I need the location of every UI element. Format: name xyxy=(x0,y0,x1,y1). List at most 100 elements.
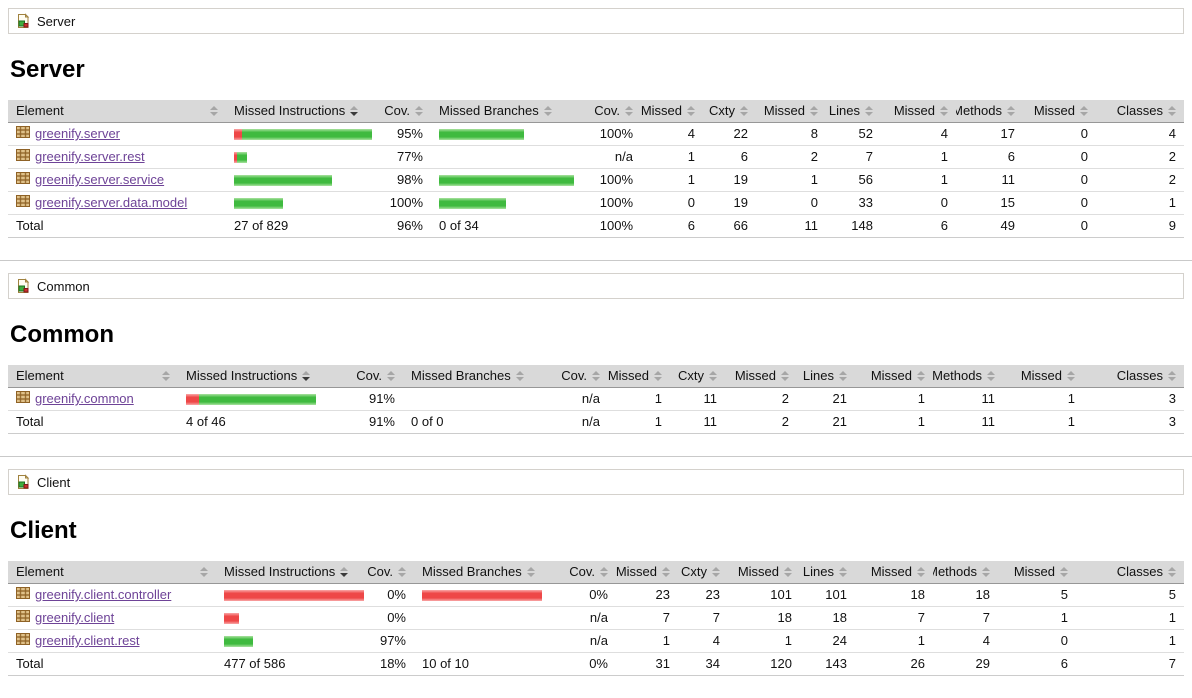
column-header-cxty[interactable]: Cxty xyxy=(703,100,756,123)
column-header-missed-branches[interactable]: Missed Branches xyxy=(431,100,586,123)
column-header-cov-[interactable]: Cov. xyxy=(553,365,608,388)
package-link[interactable]: greenify.server.service xyxy=(35,172,165,187)
sort-toggle-icon xyxy=(982,567,990,577)
sort-toggle-icon xyxy=(709,371,717,381)
column-header-cov-[interactable]: Cov. xyxy=(376,100,431,123)
column-header-missed[interactable]: Missed xyxy=(855,365,933,388)
total-branch-coverage-cell: n/a xyxy=(553,410,608,434)
column-header-missed[interactable]: Missed xyxy=(725,365,797,388)
metric-cell: 18 xyxy=(933,583,998,607)
column-header-missed[interactable]: Missed xyxy=(998,561,1076,584)
column-header-methods[interactable]: Methods xyxy=(956,100,1023,123)
column-header-content: Missed Instructions xyxy=(186,368,345,384)
column-header-content: Missed Instructions xyxy=(224,564,358,580)
column-header-cxty[interactable]: Cxty xyxy=(670,365,725,388)
sort-toggle-icon xyxy=(1168,106,1176,116)
bar-covered-segment xyxy=(439,174,574,186)
column-header-missed[interactable]: Missed xyxy=(1003,365,1083,388)
metric-cell: 19 xyxy=(703,191,756,215)
metric-cell: 0 xyxy=(1023,145,1096,169)
total-instruction-coverage-cell: 96% xyxy=(376,214,431,238)
total-instruction-coverage-cell: 18% xyxy=(366,652,414,676)
metric-cell: 101 xyxy=(800,583,855,607)
metric-cell: 1 xyxy=(855,629,933,653)
package-link[interactable]: greenify.server xyxy=(35,126,121,141)
element-cell: greenify.client.controller xyxy=(8,583,216,607)
element-cell: greenify.common xyxy=(8,387,178,411)
sort-toggle-icon xyxy=(987,371,995,381)
sort-desc-icon xyxy=(302,371,311,381)
package-link[interactable]: greenify.server.rest xyxy=(35,149,145,164)
column-header-missed[interactable]: Missed xyxy=(1023,100,1096,123)
column-label: Cxty xyxy=(709,103,735,118)
column-header-missed[interactable]: Missed xyxy=(855,561,933,584)
column-header-cov-[interactable]: Cov. xyxy=(353,365,403,388)
sort-toggle-icon xyxy=(398,567,406,577)
instruction-coverage-cell: 0% xyxy=(366,583,414,607)
total-instruction-coverage-cell: 91% xyxy=(353,410,403,434)
package-link[interactable]: greenify.client.rest xyxy=(35,633,140,648)
column-header-missed[interactable]: Missed xyxy=(756,100,826,123)
sort-toggle-icon xyxy=(1060,567,1068,577)
column-header-missed-instructions[interactable]: Missed Instructions xyxy=(178,365,353,388)
package-link[interactable]: greenify.client xyxy=(35,610,115,625)
coverage-bar xyxy=(411,394,553,405)
table-row: greenify.client.rest 97% n/a 1 4 1 24 1 4 0 1 xyxy=(8,629,1184,653)
column-header-cxty[interactable]: Cxty xyxy=(678,561,728,584)
column-header-missed-instructions[interactable]: Missed Instructions xyxy=(226,100,376,123)
column-header-content: Cxty xyxy=(709,103,748,119)
bar-covered-segment xyxy=(439,197,506,209)
column-header-content: Missed xyxy=(1006,564,1068,580)
column-header-classes[interactable]: Classes xyxy=(1096,100,1184,123)
column-header-cov-[interactable]: Cov. xyxy=(564,561,616,584)
branch-coverage-cell: n/a xyxy=(564,629,616,653)
column-header-missed-branches[interactable]: Missed Branches xyxy=(403,365,553,388)
missed-branches-bar-cell xyxy=(431,145,586,169)
column-header-missed-instructions[interactable]: Missed Instructions xyxy=(216,561,366,584)
missed-branches-bar-cell xyxy=(403,387,553,411)
column-header-lines[interactable]: Lines xyxy=(826,100,881,123)
column-label: Missed xyxy=(870,564,912,579)
coverage-table: Element Missed Instructions Cov. Missed Bra… xyxy=(8,100,1184,238)
sort-toggle-icon xyxy=(654,371,662,381)
metric-cell: 11 xyxy=(956,168,1023,192)
sort-toggle-icon xyxy=(387,371,395,381)
table-row: greenify.server.data.model 100% 100% 0 19 0 33… xyxy=(8,191,1184,215)
column-header-missed[interactable]: Missed xyxy=(641,100,703,123)
column-header-cov-[interactable]: Cov. xyxy=(366,561,414,584)
metric-cell: 18 xyxy=(800,606,855,630)
column-header-element[interactable]: Element xyxy=(8,561,216,584)
element-cell: greenify.server.service xyxy=(8,168,226,192)
column-header-missed-branches[interactable]: Missed Branches xyxy=(414,561,564,584)
report: Server Server Element Missed Instructions… xyxy=(0,8,1192,676)
column-header-lines[interactable]: Lines xyxy=(797,365,855,388)
column-header-classes[interactable]: Classes xyxy=(1083,365,1184,388)
column-header-methods[interactable]: Methods xyxy=(933,561,998,584)
column-header-classes[interactable]: Classes xyxy=(1076,561,1184,584)
column-header-content: Cov. xyxy=(569,564,608,580)
package-link[interactable]: greenify.server.data.model xyxy=(35,195,188,210)
column-label: Lines xyxy=(802,368,834,383)
coverage-bar xyxy=(186,393,331,405)
column-header-lines[interactable]: Lines xyxy=(800,561,855,584)
column-header-missed[interactable]: Missed xyxy=(728,561,800,584)
package-link[interactable]: greenify.client.controller xyxy=(35,587,172,602)
column-header-content: Missed xyxy=(1011,368,1075,384)
section-divider xyxy=(0,456,1192,457)
column-header-cov-[interactable]: Cov. xyxy=(586,100,641,123)
column-header-content: Lines xyxy=(803,564,847,580)
coverage-bar xyxy=(422,613,564,624)
column-header-missed[interactable]: Missed xyxy=(881,100,956,123)
package-link[interactable]: greenify.common xyxy=(35,391,134,406)
package-cell: greenify.client.rest xyxy=(16,633,208,649)
column-header-methods[interactable]: Methods xyxy=(933,365,1003,388)
column-header-element[interactable]: Element xyxy=(8,365,178,388)
total-branches-cell: 0 of 0 xyxy=(403,410,553,434)
metric-cell: 8 xyxy=(756,122,826,146)
column-label: Cov. xyxy=(569,564,595,579)
column-header-missed[interactable]: Missed xyxy=(616,561,678,584)
column-header-content: Methods xyxy=(933,564,990,580)
column-header-element[interactable]: Element xyxy=(8,100,226,123)
column-header-missed[interactable]: Missed xyxy=(608,365,670,388)
column-label: Lines xyxy=(828,103,860,118)
